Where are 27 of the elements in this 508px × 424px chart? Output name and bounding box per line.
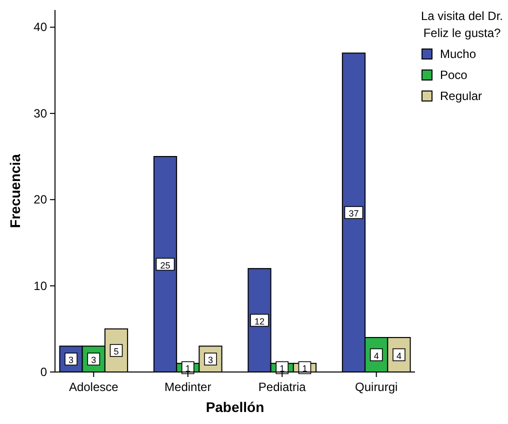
data-label: 37	[348, 208, 359, 219]
y-axis-title: Frecuencia	[7, 154, 23, 228]
data-label: 25	[160, 260, 170, 270]
y-tick-label: 10	[34, 278, 48, 293]
x-axis-title: Pabellón	[206, 399, 264, 415]
data-label: 1	[302, 364, 308, 374]
legend-label: Mucho	[440, 47, 476, 61]
legend-title: La visita del Dr. Feliz le gusta?	[420, 9, 504, 40]
data-label: 4	[396, 350, 402, 361]
x-tick-label: Pediatria	[258, 380, 306, 394]
x-tick-label: Adolesce	[68, 380, 119, 394]
y-tick-label: 0	[40, 365, 48, 379]
data-label: 12	[254, 316, 265, 326]
x-tick-label: Medinter	[164, 380, 212, 394]
data-label: 3	[68, 355, 74, 366]
data-label: 1	[280, 364, 285, 374]
y-tick-label: 40	[34, 20, 48, 34]
legend-label: Poco	[440, 68, 468, 82]
data-label: 3	[91, 355, 96, 366]
legend-label: Regular	[440, 89, 482, 103]
data-label: 1	[185, 364, 190, 374]
data-label: 5	[114, 346, 119, 356]
y-tick-label: 30	[34, 106, 48, 120]
data-label: 4	[374, 350, 379, 361]
y-tick-label: 20	[34, 192, 48, 207]
x-tick-label: Quirurgi	[355, 380, 398, 394]
data-label: 3	[208, 355, 214, 366]
